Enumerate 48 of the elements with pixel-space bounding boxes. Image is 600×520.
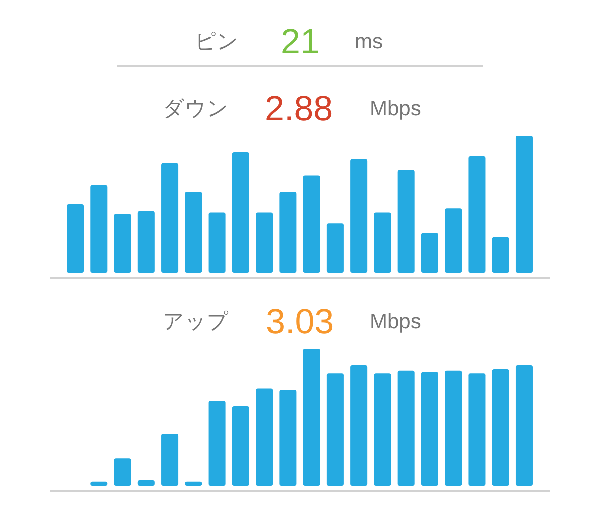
bar xyxy=(468,374,486,486)
text: Mbps xyxy=(370,310,422,334)
bar xyxy=(374,374,392,486)
bar xyxy=(185,482,202,486)
bar xyxy=(468,156,486,273)
bar xyxy=(185,192,202,273)
bar xyxy=(208,401,226,486)
bar xyxy=(67,204,84,273)
bar xyxy=(232,152,250,273)
bar xyxy=(256,212,274,273)
bar xyxy=(208,212,226,273)
bar xyxy=(374,212,392,273)
text: Mbps xyxy=(370,98,422,120)
bar xyxy=(90,185,108,273)
text: ms xyxy=(355,30,383,54)
text: 2.88 xyxy=(265,90,334,128)
bar xyxy=(350,159,368,273)
text: 21 xyxy=(281,22,320,62)
bar xyxy=(232,406,250,486)
bar xyxy=(492,370,510,486)
text: ピン xyxy=(195,30,239,54)
bar xyxy=(162,163,179,273)
bar xyxy=(421,372,438,486)
bar xyxy=(303,176,320,273)
chart-title: ダウン xyxy=(163,96,229,120)
bar xyxy=(114,458,132,486)
bar xyxy=(114,214,132,273)
bar xyxy=(138,211,155,273)
bar xyxy=(326,374,344,486)
bar xyxy=(162,434,179,486)
bar xyxy=(138,480,155,486)
bar xyxy=(280,390,297,486)
bar xyxy=(350,365,368,486)
bar xyxy=(445,370,462,486)
bar xyxy=(280,192,297,273)
bar xyxy=(516,365,533,486)
bar xyxy=(256,388,274,486)
bar xyxy=(398,370,415,486)
bar xyxy=(445,208,462,273)
bar xyxy=(326,224,344,273)
bar xyxy=(303,349,320,486)
bar xyxy=(492,237,510,273)
bar xyxy=(90,482,108,486)
text: 3.03 xyxy=(266,302,334,342)
bar xyxy=(398,170,415,273)
chart-title: アップ xyxy=(163,310,229,334)
bar xyxy=(516,136,533,273)
bar xyxy=(421,233,438,273)
